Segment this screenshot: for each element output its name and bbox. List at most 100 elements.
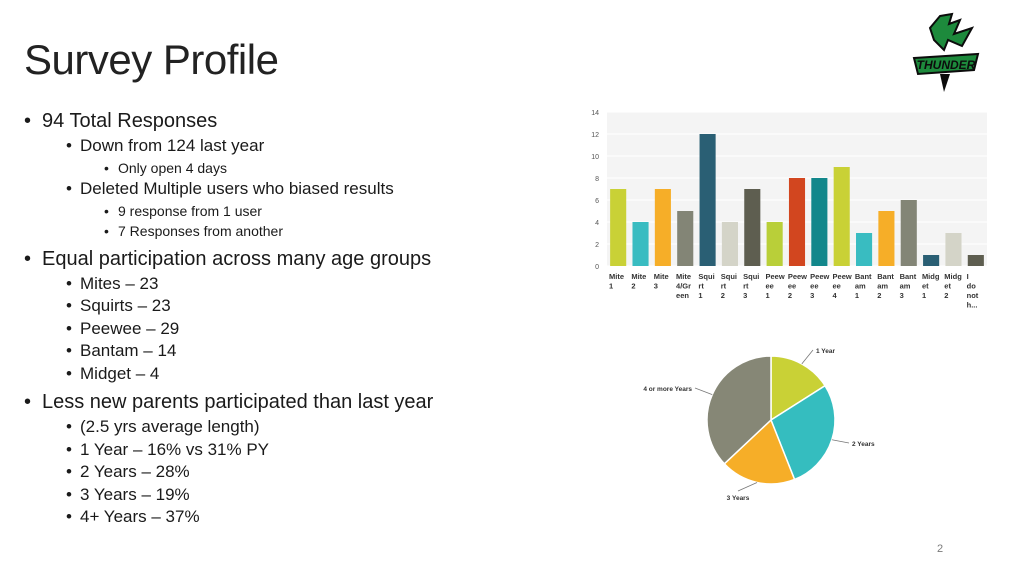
x-tick-label: 1 <box>765 291 769 300</box>
x-tick-label: am <box>877 282 888 291</box>
x-tick-label: Peew <box>810 272 829 281</box>
x-tick-label: 3 <box>810 291 814 300</box>
slide-title: Survey Profile <box>24 36 279 83</box>
y-tick-label: 0 <box>595 264 599 271</box>
x-tick-label: am <box>855 282 866 291</box>
y-tick-label: 8 <box>595 176 599 183</box>
pie-label: 4 or more Years <box>643 386 692 393</box>
bullet-item: Mites – 23 <box>22 273 492 296</box>
x-tick-label: 1 <box>922 291 926 300</box>
bar <box>766 222 783 266</box>
x-tick-label: Peew <box>788 272 807 281</box>
x-tick-label: Midg <box>922 272 940 281</box>
x-tick-label: ee <box>810 282 818 291</box>
pie-label: 1 Year <box>816 348 836 355</box>
thunder-logo: THUNDER <box>912 12 980 92</box>
bullet-item: 2 Years – 28% <box>22 461 492 484</box>
pie-label: 3 Years <box>727 495 750 502</box>
x-tick-label: een <box>676 291 689 300</box>
x-tick-label: 3 <box>654 282 658 291</box>
bullet-item: Only open 4 days <box>22 158 492 179</box>
x-tick-label: ee <box>833 282 841 291</box>
x-tick-label: rt <box>698 282 704 291</box>
bullet-item: Squirts – 23 <box>22 295 492 318</box>
bullet-item: Deleted Multiple users who biased result… <box>22 178 492 201</box>
x-tick-label: Midg <box>944 272 962 281</box>
x-tick-label: ee <box>788 282 796 291</box>
bullet-item: Less new parents participated than last … <box>22 389 492 416</box>
pie-label: 2 Years <box>852 441 875 448</box>
pie-slice <box>706 355 772 465</box>
bullet-item: Midget – 4 <box>22 363 492 386</box>
bar <box>923 255 940 266</box>
bullet-item: Down from 124 last year <box>22 135 492 158</box>
x-tick-label: Bant <box>855 272 872 281</box>
pie-leader-line <box>737 482 758 492</box>
x-tick-label: Mite <box>609 272 624 281</box>
x-tick-label: 1 <box>609 282 613 291</box>
bar <box>856 233 873 266</box>
y-tick-label: 2 <box>595 242 599 249</box>
x-tick-label: Peew <box>765 272 784 281</box>
bar <box>610 189 627 266</box>
x-tick-label: rt <box>721 282 727 291</box>
page-number: 2 <box>937 543 944 555</box>
x-tick-label: et <box>922 282 929 291</box>
x-tick-label: h... <box>967 301 978 310</box>
x-tick-label: 1 <box>698 291 702 300</box>
bullet-item: 7 Responses from another <box>22 221 492 242</box>
bar <box>632 222 649 266</box>
x-tick-label: Squi <box>698 272 714 281</box>
x-tick-label: 4/Gr <box>676 282 691 291</box>
x-tick-label: Mite <box>654 272 669 281</box>
bullet-item: 1 Year – 16% vs 31% PY <box>22 439 492 462</box>
bar <box>788 178 806 266</box>
bullet-item: Bantam – 14 <box>22 340 492 363</box>
bullet-item: Peewee – 29 <box>22 318 492 341</box>
y-tick-label: 6 <box>595 198 599 205</box>
pie-leader-line <box>831 439 850 444</box>
pie-slice <box>770 384 836 481</box>
x-tick-label: do <box>967 282 977 291</box>
x-tick-label: 2 <box>944 291 948 300</box>
bar <box>900 200 917 266</box>
x-tick-label: 3 <box>743 291 747 300</box>
bar <box>721 222 738 266</box>
bar-chart: 02468101214Mite1Mite2Mite3Mite4/GreenSqu… <box>591 110 987 310</box>
bullet-item: Equal participation across many age grou… <box>22 246 492 273</box>
bullet-list: 94 Total ResponsesDown from 124 last yea… <box>22 104 492 529</box>
bar <box>811 178 828 266</box>
bullet-item: 3 Years – 19% <box>22 484 492 507</box>
pie-leader-line <box>801 349 814 365</box>
y-tick-label: 4 <box>595 220 599 227</box>
y-tick-label: 10 <box>591 154 599 161</box>
bullet-item: 94 Total Responses <box>22 108 492 135</box>
bar <box>699 134 716 266</box>
bar <box>677 211 694 266</box>
bar <box>967 255 984 266</box>
bar <box>945 233 962 266</box>
x-tick-label: Mite <box>676 272 691 281</box>
bullet-item: (2.5 yrs average length) <box>22 416 492 439</box>
x-tick-label: 3 <box>900 291 904 300</box>
x-tick-label: Squi <box>743 272 759 281</box>
bullet-item: 4+ Years – 37% <box>22 506 492 529</box>
y-tick-label: 14 <box>591 110 599 117</box>
x-tick-label: Peew <box>833 272 852 281</box>
x-tick-label: 2 <box>631 282 635 291</box>
x-tick-label: 2 <box>877 291 881 300</box>
x-tick-label: not <box>967 291 979 300</box>
x-tick-label: Bant <box>877 272 894 281</box>
x-tick-label: 2 <box>788 291 792 300</box>
x-tick-label: rt <box>743 282 749 291</box>
x-tick-label: am <box>900 282 911 291</box>
bar <box>833 167 850 266</box>
x-tick-label: et <box>944 282 951 291</box>
svg-text:THUNDER: THUNDER <box>917 58 976 72</box>
x-tick-label: ee <box>765 282 773 291</box>
y-tick-label: 12 <box>591 132 599 139</box>
pie-slice <box>770 355 827 422</box>
x-tick-label: Bant <box>900 272 917 281</box>
pie-chart: 1 Year 2 Years 3 Years 4 or more Years <box>643 348 875 502</box>
x-tick-label: 4 <box>833 291 838 300</box>
